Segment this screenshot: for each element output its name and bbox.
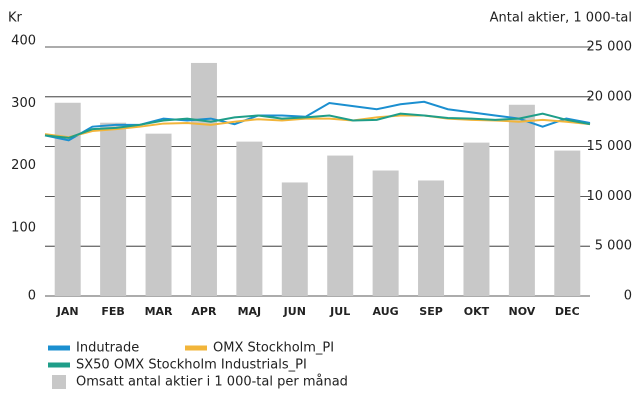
line-series bbox=[44, 112, 591, 139]
x-tick-label: JUN bbox=[283, 305, 306, 318]
bar bbox=[554, 150, 581, 296]
bar bbox=[463, 142, 490, 296]
y2-tick-label: 10 000 bbox=[587, 189, 633, 204]
bar bbox=[372, 170, 399, 296]
legend-swatch bbox=[48, 362, 70, 368]
x-tick-label: MAJ bbox=[238, 305, 262, 318]
x-tick-label: DEC bbox=[555, 305, 580, 318]
bar bbox=[236, 141, 263, 296]
bar bbox=[190, 62, 217, 296]
y2-tick-label: 0 bbox=[624, 289, 632, 304]
x-tick-label: APR bbox=[191, 305, 217, 318]
y-tick-label: 0 bbox=[28, 289, 36, 304]
line-series bbox=[44, 114, 591, 139]
y-tick-label: 400 bbox=[11, 34, 36, 49]
x-tick-label: JAN bbox=[56, 305, 79, 318]
bar bbox=[145, 133, 172, 296]
bar bbox=[327, 155, 354, 296]
legend-label: OMX Stockholm_PI bbox=[213, 341, 334, 356]
legend-label: SX50 OMX Stockholm Industrials_PI bbox=[76, 358, 307, 373]
x-tick-label: NOV bbox=[508, 305, 535, 318]
legend-swatch bbox=[52, 375, 66, 389]
y2-tick-label: 25 000 bbox=[587, 40, 633, 55]
x-tick-label: MAR bbox=[145, 305, 173, 318]
legend-swatch bbox=[185, 345, 207, 351]
bar bbox=[54, 102, 81, 296]
y-tick-label: 200 bbox=[11, 158, 36, 173]
x-tick-label: FEB bbox=[101, 305, 124, 318]
bar bbox=[281, 182, 308, 296]
bar bbox=[418, 180, 445, 296]
x-tick-label: SEP bbox=[419, 305, 443, 318]
y-unit: Kr bbox=[8, 11, 23, 26]
legend-label: Omsatt antal aktier i 1 000-tal per måna… bbox=[76, 375, 348, 390]
y2-tick-label: 20 000 bbox=[587, 89, 633, 104]
x-tick-label: JUL bbox=[329, 305, 350, 318]
bar bbox=[508, 104, 535, 296]
y2-tick-label: 5 000 bbox=[595, 239, 632, 254]
bar bbox=[100, 122, 127, 296]
y-tick-label: 100 bbox=[11, 220, 36, 235]
y2-unit: Antal aktier, 1 000-tal bbox=[490, 11, 632, 26]
x-tick-label: OKT bbox=[464, 305, 490, 318]
y-tick-label: 300 bbox=[11, 96, 36, 111]
legend-swatch bbox=[48, 345, 70, 351]
y2-tick-label: 15 000 bbox=[587, 139, 633, 154]
legend-label: Indutrade bbox=[76, 341, 139, 356]
x-tick-label: AUG bbox=[373, 305, 399, 318]
